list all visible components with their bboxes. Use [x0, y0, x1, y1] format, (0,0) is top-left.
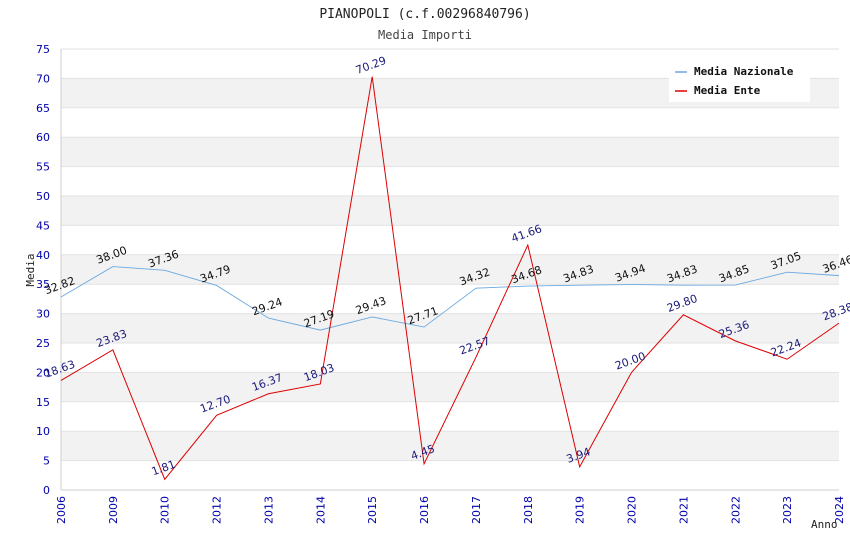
x-tick-label: 2018	[522, 496, 535, 524]
x-tick-label: 2017	[470, 496, 483, 524]
y-tick-label: 35	[36, 278, 50, 291]
y-tick-label: 55	[36, 161, 50, 174]
grid-band	[61, 254, 839, 285]
grid-band	[61, 196, 839, 226]
series-line-ente	[60, 76, 840, 481]
series-lines	[60, 76, 840, 481]
grid-band	[61, 431, 839, 461]
y-tick-label: 10	[36, 425, 50, 438]
x-tick-label: 2009	[107, 496, 120, 524]
x-tick-label: 2022	[729, 496, 742, 524]
y-tick-label: 15	[36, 396, 50, 409]
grid-bands	[61, 78, 839, 461]
gridlines	[61, 48, 839, 491]
x-tick-label: 2024	[833, 496, 846, 524]
x-tick-label: 2014	[314, 496, 327, 524]
y-tick-label: 75	[36, 43, 50, 56]
x-tick-label: 2012	[211, 496, 224, 524]
chart-title: PIANOPOLI (c.f.00296840796)	[319, 7, 530, 22]
y-tick-label: 30	[36, 308, 50, 321]
x-ticks: 2006 2009 2010 2012 2013 2014 2015 2016 2017 2018…	[55, 496, 846, 524]
y-axis-label: Media	[24, 253, 37, 286]
y-ticks: 0 5 10 15 20 25 30 35 40 45 50 55 60 65 70 75	[36, 43, 50, 497]
y-tick-label: 70	[36, 72, 50, 85]
series-line-nazionale	[60, 266, 840, 331]
x-tick-label: 2019	[574, 496, 587, 524]
grid-band	[61, 137, 839, 167]
x-tick-label: 2021	[677, 496, 690, 524]
legend: Media Nazionale Media Ente	[669, 60, 810, 102]
chart-subtitle: Media Importi	[378, 28, 472, 42]
data-label-ente: 20.00	[613, 350, 647, 373]
legend-box	[669, 60, 810, 102]
x-tick-label: 2013	[262, 496, 275, 524]
x-tick-label: 2020	[626, 496, 639, 524]
x-tick-label: 2006	[55, 496, 68, 524]
data-label-ente: 70.29	[354, 54, 388, 77]
x-tick-label: 2015	[366, 496, 379, 524]
y-tick-label: 60	[36, 131, 50, 144]
data-label-ente: 29.80	[665, 292, 699, 315]
y-tick-label: 40	[36, 249, 50, 262]
x-axis-label: Anno	[811, 518, 838, 531]
y-tick-label: 5	[43, 455, 50, 468]
y-tick-label: 0	[43, 484, 50, 497]
y-tick-label: 45	[36, 219, 50, 232]
x-tick-label: 2023	[781, 496, 794, 524]
y-tick-label: 65	[36, 102, 50, 115]
x-tick-label: 2016	[418, 496, 431, 524]
y-tick-label: 20	[36, 366, 50, 379]
x-tick-label: 2010	[159, 496, 172, 524]
y-tick-label: 25	[36, 337, 50, 350]
grid-band	[61, 372, 839, 402]
legend-label-nazionale: Media Nazionale	[694, 65, 794, 78]
y-tick-label: 50	[36, 190, 50, 203]
legend-label-ente: Media Ente	[694, 84, 761, 97]
